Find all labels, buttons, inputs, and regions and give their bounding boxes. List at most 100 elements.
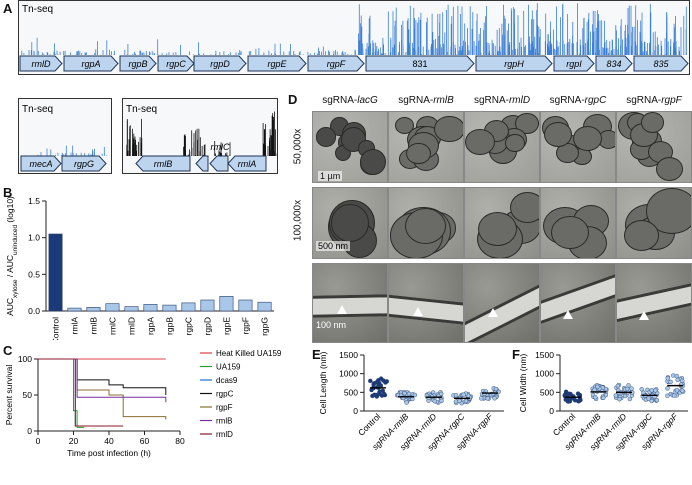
gene-arrow <box>195 155 209 172</box>
y-axis-label-part: uninduced <box>12 225 19 255</box>
em-cell <box>640 112 665 134</box>
tnseq-inset-1: Tn-seq mecA rgpG <box>18 98 112 174</box>
data-point <box>563 391 569 396</box>
y-axis-label: Percent survival <box>4 365 14 426</box>
em-col-header-rgpf: sgRNA-rgpF <box>626 95 682 106</box>
data-point <box>493 386 499 392</box>
em-cell <box>543 121 573 147</box>
em-cell-wall <box>617 280 691 324</box>
x-tick-label: rgpD <box>203 317 213 335</box>
y-axis-label: Cell Length (nm) <box>318 351 328 414</box>
x-tick-label: 20 <box>69 436 79 446</box>
legend-label: rgpC <box>216 390 234 399</box>
em-micrograph-tile <box>540 187 616 259</box>
data-point <box>457 398 462 404</box>
data-point <box>674 373 680 379</box>
data-point <box>377 390 382 396</box>
x-tick-label: rmlB <box>89 317 99 335</box>
data-point <box>412 392 418 398</box>
gene-label: rmlB <box>154 159 173 169</box>
gene-arrow <box>247 55 307 72</box>
scalebar-1um: 1 µm <box>318 171 343 181</box>
panel-label-f: F <box>512 347 520 362</box>
data-point <box>680 388 685 393</box>
x-tick-label: Control <box>356 411 383 438</box>
y-axis-label-part: (log10) <box>5 196 15 225</box>
x-axis-label: Time post infection (h) <box>67 448 151 458</box>
y-tick-label: 1.5 <box>28 196 40 206</box>
tnseq-main-bars <box>21 3 687 55</box>
survival-line <box>38 358 167 403</box>
gene-arrow <box>227 155 267 172</box>
bar <box>67 307 82 312</box>
em-row-label-50000x: 50,000x <box>292 128 304 165</box>
em-cell-wall <box>313 294 387 319</box>
data-point <box>665 386 670 391</box>
y-tick-label: 0.5 <box>28 269 40 279</box>
bar <box>200 299 215 312</box>
tnseq-main-genes: rmlD rgpA rgpB rgpC rgpD rgpE rgpF 831 rgpH rgpI 8… <box>19 55 689 72</box>
x-tick-label: rgpC <box>184 317 194 335</box>
bar <box>238 299 253 312</box>
em-arrowhead-marker <box>337 305 348 315</box>
tnseq-inset-2-label: Tn-seq <box>126 104 157 115</box>
data-point <box>601 395 606 400</box>
data-point <box>665 376 670 381</box>
x-tick-label: rgpF <box>241 317 251 334</box>
legend-label: rmlD <box>216 430 233 439</box>
em-micrograph-tile <box>464 111 540 183</box>
em-cell-wall <box>541 270 615 326</box>
data-point <box>593 395 598 400</box>
bar <box>105 303 120 312</box>
gene-label: rgpB <box>128 59 147 69</box>
legend-label: dcas9 <box>216 376 238 385</box>
y-axis-label: AUCxylose / AUCuninduced (log10) <box>5 196 19 316</box>
em-micrograph-grid: sgRNA-lacG sgRNA-rmlB sgRNA-rmlD sgRNA-r… <box>288 95 692 345</box>
em-col-header-lacg: sgRNA-lacG <box>322 95 378 106</box>
bar <box>162 304 177 312</box>
gene-arrow <box>365 55 475 72</box>
y-tick-label: 500 <box>344 387 358 397</box>
x-tick-label: 0 <box>36 436 41 446</box>
data-point <box>653 388 658 393</box>
x-tick-label: rgpB <box>165 317 175 335</box>
gene-arrow <box>209 155 229 172</box>
data-point <box>382 392 388 398</box>
scalebar-100nm: 100 nm <box>316 320 347 330</box>
tnseq-inset-1-genes: mecA rgpG <box>20 155 107 172</box>
data-point <box>463 398 469 404</box>
y-tick-label: 0.0 <box>28 306 40 316</box>
x-tick-label: 60 <box>140 436 150 446</box>
em-column-headers: sgRNA-lacG sgRNA-rmlB sgRNA-rmlD sgRNA-r… <box>312 95 692 109</box>
data-point <box>479 396 484 401</box>
data-point <box>622 393 628 399</box>
data-point <box>613 393 619 398</box>
y-tick-label: 1000 <box>339 369 358 379</box>
gene-arrow <box>475 55 553 72</box>
panel-label-e: E <box>312 347 321 362</box>
tnseq-inset-2-genes: rmlB rmlC rmlA <box>135 142 267 172</box>
data-point <box>595 384 600 389</box>
panel-label-d: D <box>288 92 298 107</box>
em-micrograph-tile <box>616 111 692 183</box>
em-micrograph-tile <box>540 111 616 183</box>
y-tick-label: 0 <box>353 406 358 416</box>
em-micrograph-tile <box>540 263 616 343</box>
data-point <box>617 397 622 402</box>
x-tick-label: rgpA <box>146 317 156 335</box>
x-tick-label: rgpG <box>260 317 270 336</box>
em-micrograph-tile <box>464 187 540 259</box>
gene-arrow <box>19 55 63 72</box>
legend-label: UA159 <box>216 363 241 372</box>
gene-arrow <box>157 55 195 72</box>
em-cell <box>656 157 684 182</box>
bar <box>257 301 272 312</box>
data-point <box>380 388 386 393</box>
em-cell <box>360 149 387 176</box>
bar <box>48 233 63 312</box>
gene-arrow <box>119 55 157 72</box>
data-point <box>654 397 660 403</box>
em-micrograph-tile <box>464 263 540 343</box>
gene-label-rmlc: rmlC <box>211 142 230 152</box>
